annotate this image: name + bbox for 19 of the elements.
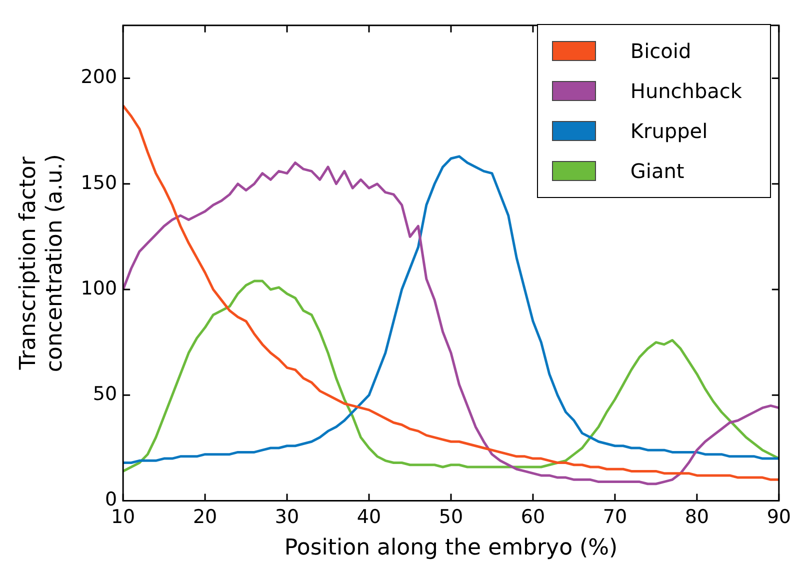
y-tick-label: 150 [80,172,118,194]
x-tick-label: 20 [192,506,218,528]
y-tick-label: 200 [80,66,118,88]
x-tick-label: 90 [766,506,792,528]
legend-label: Giant [630,159,684,183]
legend-label: Hunchback [630,79,742,103]
x-tick-label: 70 [602,506,628,528]
legend-label: Bicoid [630,39,692,63]
x-tick-label: 30 [274,506,300,528]
x-tick-label: 10 [110,506,136,528]
x-tick-label: 40 [356,506,382,528]
x-tick-label: 50 [438,506,464,528]
x-tick-label: 60 [520,506,546,528]
y-axis-title: Transcription factor concentration (a.u.) [16,154,68,372]
x-tick-label: 80 [684,506,710,528]
y-tick-label: 50 [92,383,118,406]
x-axis-title: Position along the embryo (%) [284,536,618,561]
legend-label: Kruppel [630,119,708,143]
y-tick-label: 100 [80,277,118,300]
